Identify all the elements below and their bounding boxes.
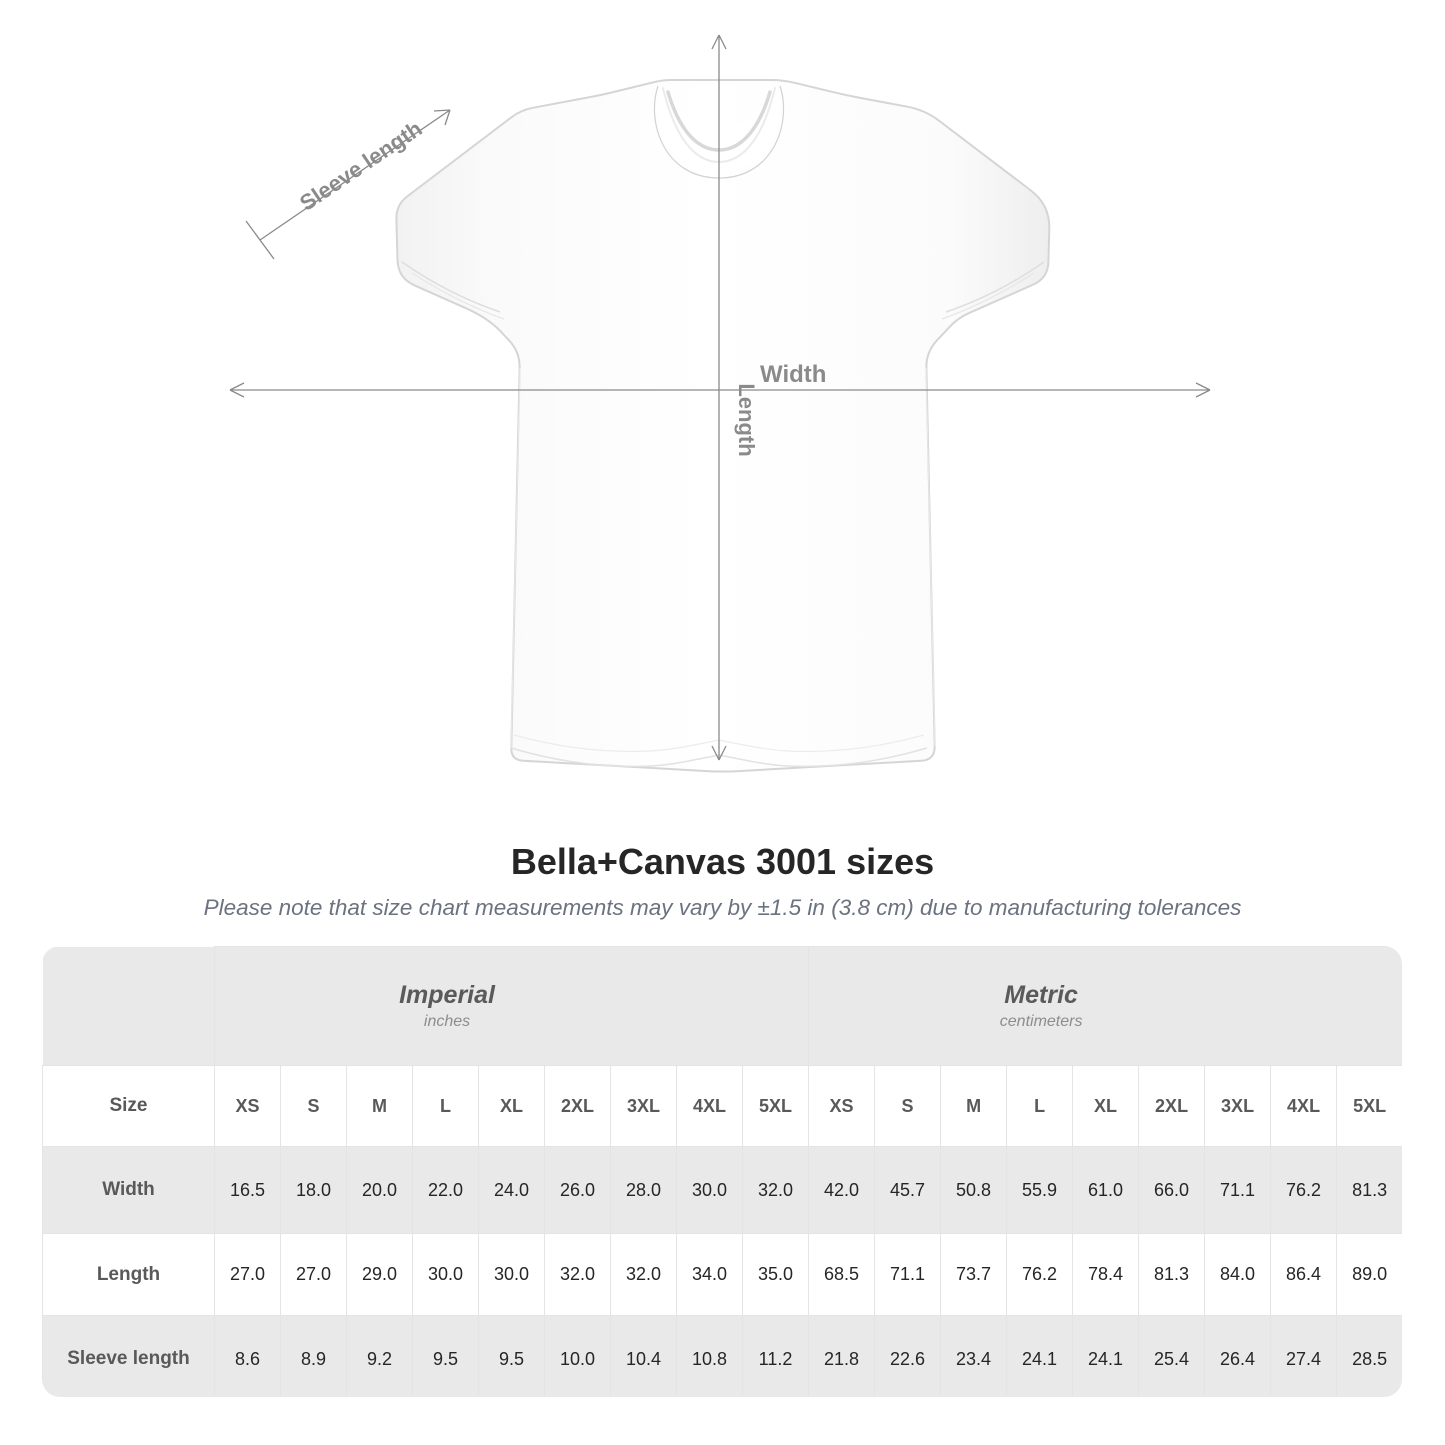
svg-text:Length: Length [734, 383, 759, 456]
svg-text:Width: Width [760, 361, 826, 388]
